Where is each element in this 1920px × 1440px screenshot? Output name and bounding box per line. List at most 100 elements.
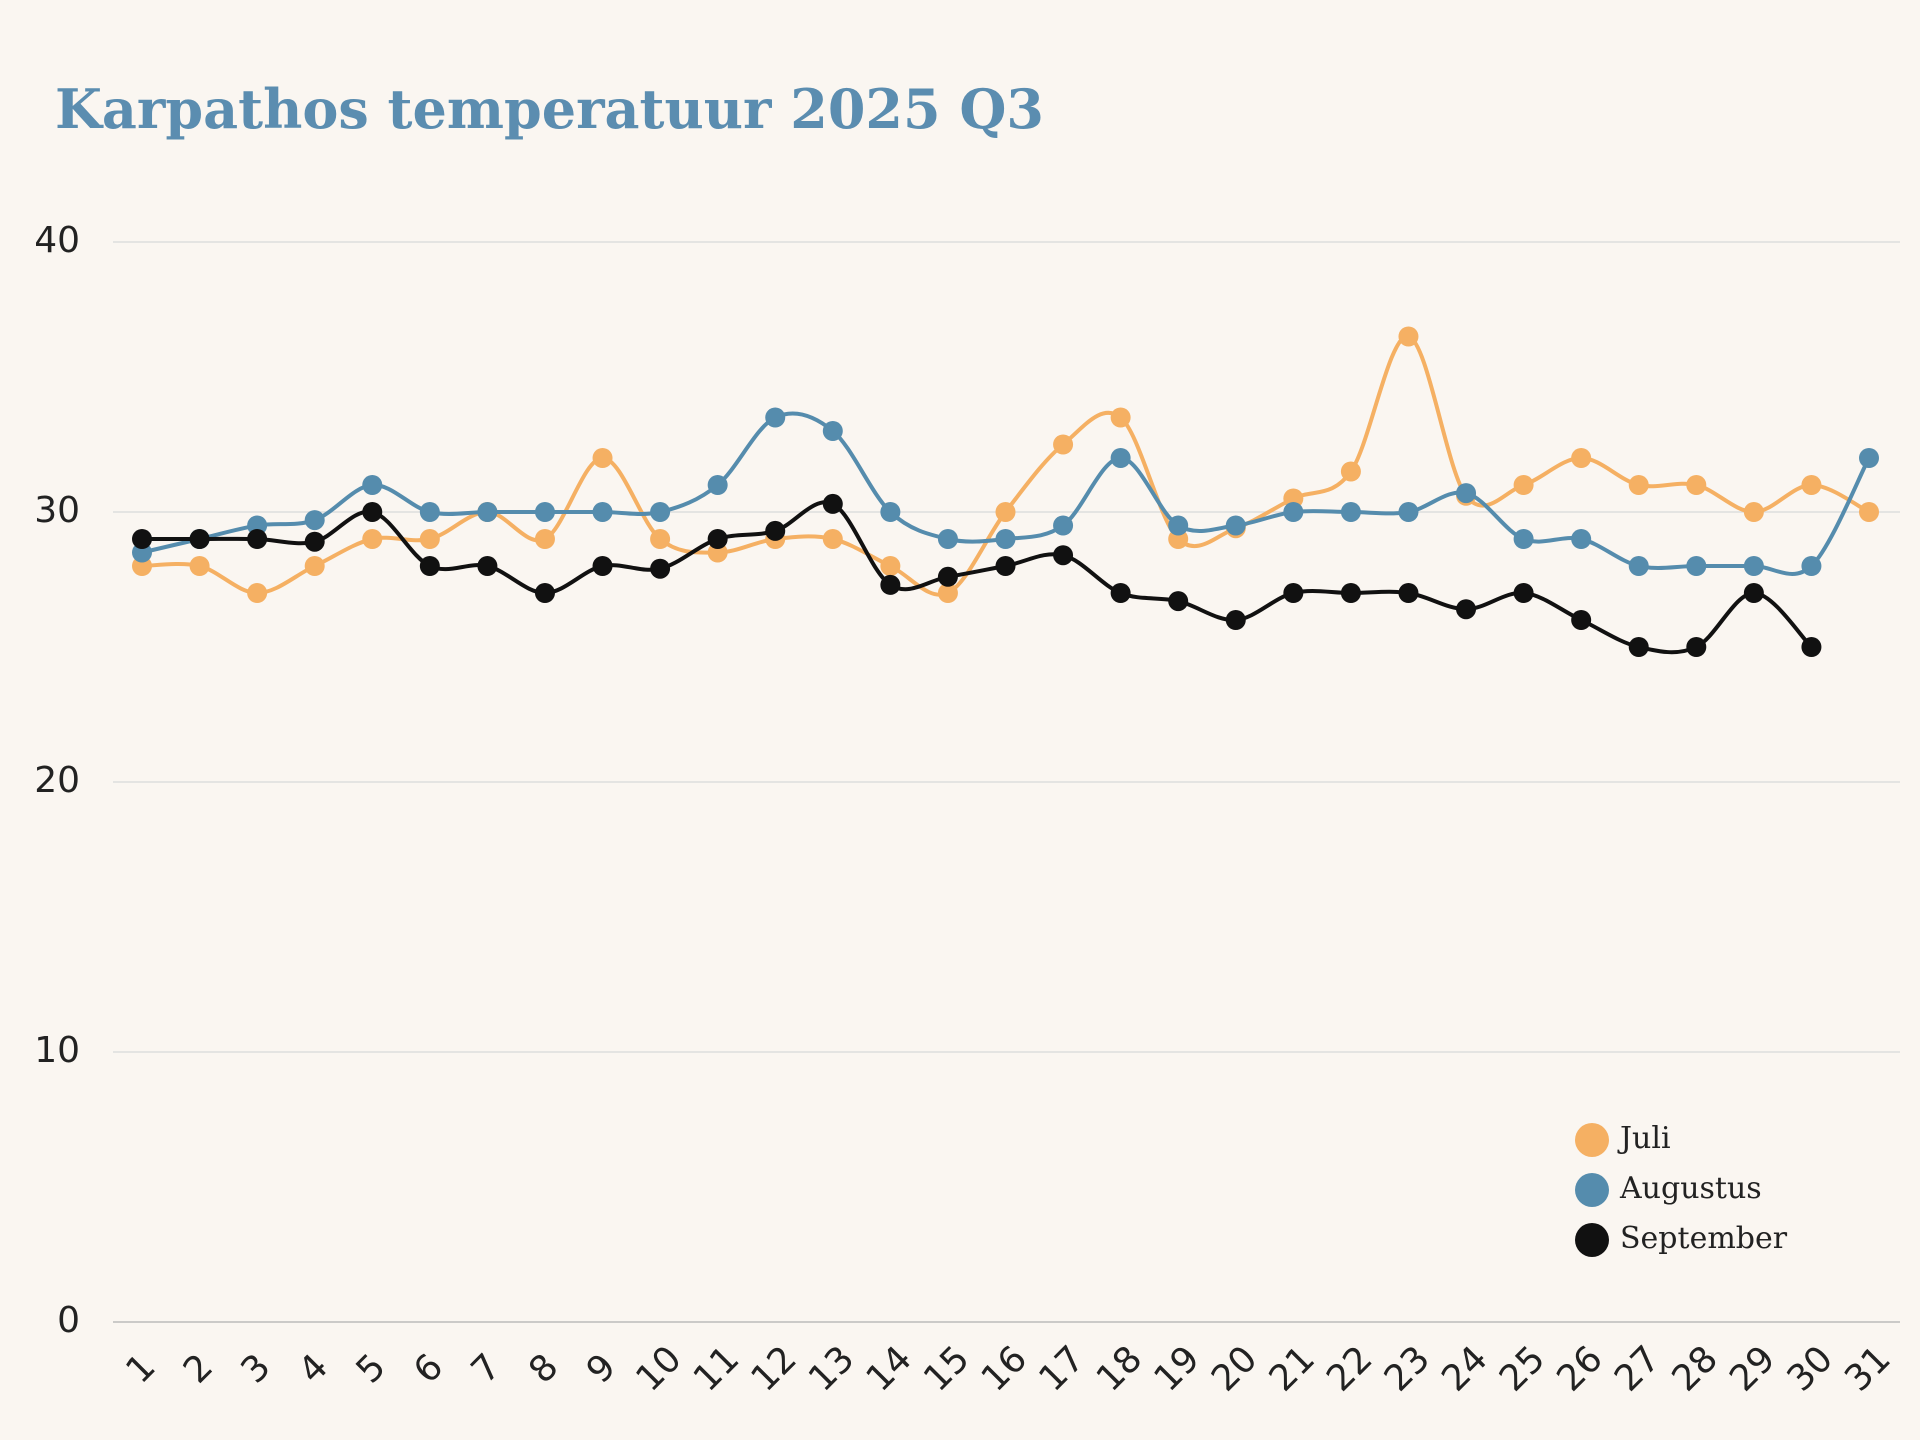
x-tick-label: 3: [233, 1346, 278, 1391]
data-point: [880, 502, 901, 522]
data-point: [304, 510, 325, 531]
data-point: [1168, 515, 1189, 536]
data-point: [419, 529, 440, 549]
x-tick-label: 15: [916, 1338, 977, 1399]
data-point: [1743, 556, 1764, 576]
data-point: [1225, 515, 1246, 536]
data-point: [1110, 448, 1131, 468]
x-tick-label: 16: [974, 1338, 1035, 1399]
data-point: [1686, 475, 1707, 495]
data-point: [189, 529, 210, 549]
legend-marker: [1575, 1123, 1609, 1157]
legend-label: September: [1620, 1221, 1788, 1256]
data-point: [189, 556, 210, 576]
data-point: [592, 502, 613, 522]
x-tick-label: 20: [1204, 1338, 1265, 1399]
x-tick-label: 27: [1607, 1338, 1668, 1399]
data-point: [1686, 637, 1707, 657]
data-point: [1168, 591, 1189, 612]
data-point: [1801, 475, 1822, 495]
data-point: [650, 558, 671, 579]
data-point: [822, 493, 843, 514]
x-tick-label: 11: [686, 1338, 747, 1399]
data-point: [534, 502, 555, 522]
data-point: [304, 531, 325, 552]
data-point: [822, 529, 843, 549]
x-tick-label: 7: [464, 1346, 509, 1391]
data-point: [1456, 483, 1477, 504]
data-point: [132, 529, 152, 549]
x-tick-label: 24: [1434, 1338, 1495, 1399]
y-tick-label: 40: [34, 220, 80, 261]
data-point: [534, 529, 555, 549]
x-tick-label: 9: [579, 1346, 624, 1391]
x-tick-label: 26: [1549, 1338, 1610, 1399]
data-point: [880, 574, 901, 595]
data-point: [304, 556, 325, 576]
series-line: [141, 334, 1870, 597]
x-tick-label: 29: [1722, 1338, 1783, 1399]
data-point: [1571, 610, 1592, 630]
x-tick-label: 18: [1089, 1338, 1150, 1399]
series-line: [141, 500, 1813, 655]
data-point: [1628, 637, 1649, 657]
data-point: [1225, 610, 1246, 630]
data-point: [592, 448, 613, 468]
x-tick-label: 23: [1377, 1338, 1438, 1399]
data-point: [937, 529, 958, 549]
data-point: [1283, 583, 1304, 603]
data-point: [1053, 434, 1074, 455]
x-tick-label: 2: [176, 1346, 221, 1391]
data-point: [1859, 502, 1879, 522]
x-tick-label: 30: [1780, 1338, 1841, 1399]
x-tick-label: 19: [1146, 1338, 1207, 1399]
x-tick-label: 28: [1665, 1338, 1726, 1399]
data-point: [1628, 475, 1649, 495]
x-tick-label: 10: [628, 1338, 689, 1399]
data-point: [1398, 583, 1419, 603]
data-point: [592, 556, 613, 576]
data-point: [707, 529, 728, 549]
legend-marker: [1575, 1223, 1609, 1257]
legend-label: Juli: [1617, 1121, 1671, 1156]
data-point: [419, 556, 440, 576]
series-line: [141, 411, 1871, 576]
data-point: [1110, 407, 1131, 428]
x-tick-label: 17: [1031, 1338, 1092, 1399]
legend-label: Augustus: [1619, 1171, 1762, 1206]
y-tick-label: 20: [34, 760, 80, 801]
x-tick-label: 6: [406, 1346, 451, 1391]
x-tick-label: 12: [743, 1338, 804, 1399]
y-tick-label: 10: [34, 1030, 80, 1071]
x-tick-label: 4: [291, 1346, 336, 1391]
data-point: [1283, 502, 1304, 522]
x-tick-label: 8: [521, 1346, 566, 1391]
data-point: [1110, 583, 1131, 603]
data-point: [822, 421, 843, 441]
data-point: [362, 502, 383, 522]
x-tick-label: 31: [1837, 1338, 1898, 1399]
data-point: [1398, 326, 1419, 347]
data-point: [1801, 556, 1822, 576]
data-point: [1340, 461, 1361, 482]
data-point: [477, 502, 498, 522]
data-point: [1686, 556, 1707, 576]
x-tick-label: 21: [1262, 1338, 1323, 1399]
data-point: [1053, 545, 1074, 566]
data-point: [1053, 515, 1074, 536]
x-tick-label: 14: [859, 1338, 920, 1399]
data-point: [1743, 583, 1764, 603]
data-point: [362, 475, 383, 495]
data-point: [1513, 583, 1534, 603]
data-point: [1398, 502, 1419, 522]
data-point: [1456, 599, 1477, 620]
data-point: [707, 475, 728, 495]
legend-marker: [1575, 1173, 1609, 1207]
data-point: [362, 529, 383, 549]
data-point: [1743, 502, 1764, 522]
data-point: [1571, 448, 1592, 468]
data-point: [650, 529, 671, 549]
y-tick-label: 30: [34, 490, 80, 531]
data-point: [247, 583, 268, 603]
